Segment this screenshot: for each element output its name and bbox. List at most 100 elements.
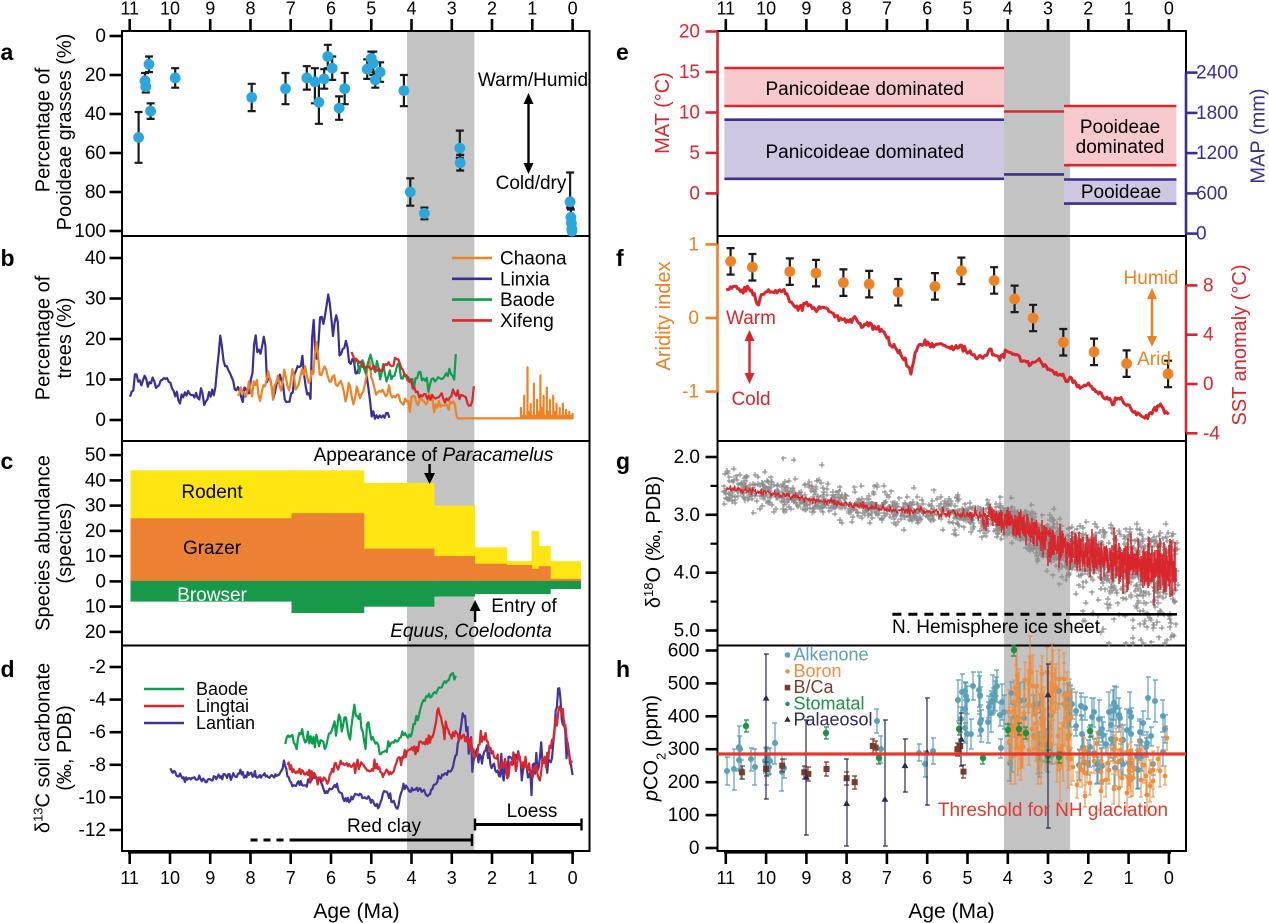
svg-text:-4: -4 xyxy=(1203,423,1220,444)
svg-text:0: 0 xyxy=(95,410,106,431)
svg-text:6: 6 xyxy=(326,868,336,888)
svg-text:trees (%): trees (%) xyxy=(54,297,76,378)
svg-text:100: 100 xyxy=(668,805,700,826)
svg-text:Panicoideae dominated: Panicoideae dominated xyxy=(766,79,965,100)
svg-text:5: 5 xyxy=(962,868,972,888)
svg-text:1200: 1200 xyxy=(1196,143,1238,164)
svg-text:SST anomaly (°C): SST anomaly (°C) xyxy=(1229,264,1251,425)
svg-text:5: 5 xyxy=(366,0,376,19)
svg-text:60: 60 xyxy=(85,143,106,164)
svg-text:8: 8 xyxy=(245,868,255,888)
svg-text:10: 10 xyxy=(679,103,700,124)
svg-text:1: 1 xyxy=(527,0,537,19)
svg-text:2400: 2400 xyxy=(1196,63,1238,84)
svg-text:20: 20 xyxy=(85,622,106,643)
svg-text:2.0: 2.0 xyxy=(674,447,700,468)
svg-text:Pooideae grasses (%): Pooideae grasses (%) xyxy=(54,34,76,231)
svg-text:400: 400 xyxy=(668,706,700,727)
svg-text:20: 20 xyxy=(679,22,700,43)
svg-text:0: 0 xyxy=(568,0,578,19)
svg-text:2: 2 xyxy=(487,868,497,888)
svg-text:10: 10 xyxy=(160,868,180,888)
svg-text:4: 4 xyxy=(406,868,416,888)
svg-text:5: 5 xyxy=(689,143,700,164)
svg-text:500: 500 xyxy=(668,673,700,694)
svg-text:Entry of: Entry of xyxy=(491,596,557,617)
svg-text:3: 3 xyxy=(1043,868,1053,888)
svg-text:Age (Ma): Age (Ma) xyxy=(908,900,994,923)
svg-text:10: 10 xyxy=(85,546,106,567)
svg-text:b: b xyxy=(1,245,15,271)
svg-text:5.0: 5.0 xyxy=(674,621,700,642)
svg-text:3: 3 xyxy=(447,868,457,888)
svg-text:Xifeng: Xifeng xyxy=(500,311,554,332)
svg-text:5: 5 xyxy=(366,868,376,888)
svg-text:(‰, PDB): (‰, PDB) xyxy=(54,705,76,791)
svg-text:200: 200 xyxy=(668,772,700,793)
svg-text:Alkenone: Alkenone xyxy=(794,645,869,665)
svg-text:1: 1 xyxy=(688,234,699,255)
svg-text:40: 40 xyxy=(85,248,106,269)
svg-text:10: 10 xyxy=(85,597,106,618)
svg-text:1800: 1800 xyxy=(1196,103,1238,124)
svg-text:11: 11 xyxy=(716,0,735,19)
svg-text:-10: -10 xyxy=(79,787,106,808)
svg-text:30: 30 xyxy=(85,496,106,517)
svg-text:7: 7 xyxy=(286,868,296,888)
svg-text:300: 300 xyxy=(668,739,700,760)
svg-text:c: c xyxy=(1,448,14,474)
svg-text:d: d xyxy=(1,656,15,682)
svg-text:2: 2 xyxy=(487,0,497,19)
svg-text:11: 11 xyxy=(120,868,139,888)
svg-text:9: 9 xyxy=(801,868,811,888)
svg-text:8: 8 xyxy=(1203,275,1214,296)
svg-text:6: 6 xyxy=(326,0,336,19)
svg-text:9: 9 xyxy=(801,0,811,19)
svg-text:40: 40 xyxy=(85,470,106,491)
svg-text:7: 7 xyxy=(286,0,296,19)
svg-text:0: 0 xyxy=(1196,224,1207,245)
svg-text:30: 30 xyxy=(85,289,106,310)
svg-text:10: 10 xyxy=(756,868,776,888)
svg-text:0: 0 xyxy=(95,26,106,47)
svg-text:7: 7 xyxy=(882,868,892,888)
svg-text:1: 1 xyxy=(527,868,537,888)
svg-text:Percentage of: Percentage of xyxy=(33,275,55,400)
svg-text:Arid: Arid xyxy=(1137,349,1171,370)
svg-text:2: 2 xyxy=(1083,868,1093,888)
svg-text:10: 10 xyxy=(160,0,180,19)
svg-text:Grazer: Grazer xyxy=(183,538,242,559)
svg-text:8: 8 xyxy=(842,0,852,19)
svg-text:3.0: 3.0 xyxy=(674,505,700,526)
svg-text:f: f xyxy=(616,245,624,271)
svg-text:8: 8 xyxy=(245,0,255,19)
svg-text:Warm/Humid: Warm/Humid xyxy=(478,70,588,91)
svg-text:MAP (mm): MAP (mm) xyxy=(1248,88,1269,183)
svg-text:0: 0 xyxy=(1164,0,1174,19)
svg-text:Species abundance: Species abundance xyxy=(33,455,55,631)
svg-text:Percentage of: Percentage of xyxy=(33,67,55,192)
svg-text:e: e xyxy=(616,39,629,65)
svg-text:h: h xyxy=(616,656,630,682)
svg-text:dominated: dominated xyxy=(1076,137,1165,158)
svg-text:Rodent: Rodent xyxy=(181,482,243,503)
svg-text:Lingtai: Lingtai xyxy=(196,696,249,716)
svg-text:B/Ca: B/Ca xyxy=(794,677,835,697)
svg-text:0: 0 xyxy=(688,308,699,329)
svg-text:15: 15 xyxy=(679,62,700,83)
svg-text:20: 20 xyxy=(85,521,106,542)
svg-text:-12: -12 xyxy=(79,820,106,841)
svg-text:80: 80 xyxy=(85,182,106,203)
svg-text:Red clay: Red clay xyxy=(347,816,421,837)
svg-text:8: 8 xyxy=(842,868,852,888)
svg-text:6: 6 xyxy=(922,0,932,19)
svg-text:0: 0 xyxy=(95,571,106,592)
svg-text:Age (Ma): Age (Ma) xyxy=(313,900,399,923)
svg-text:Linxia: Linxia xyxy=(500,269,550,290)
svg-text:9: 9 xyxy=(205,868,215,888)
svg-text:Cold/dry: Cold/dry xyxy=(496,173,567,194)
svg-text:Loess: Loess xyxy=(507,801,558,822)
svg-text:N. Hemisphere ice sheet: N. Hemisphere ice sheet xyxy=(892,617,1101,638)
svg-text:3: 3 xyxy=(447,0,457,19)
svg-text:-4: -4 xyxy=(89,690,106,711)
